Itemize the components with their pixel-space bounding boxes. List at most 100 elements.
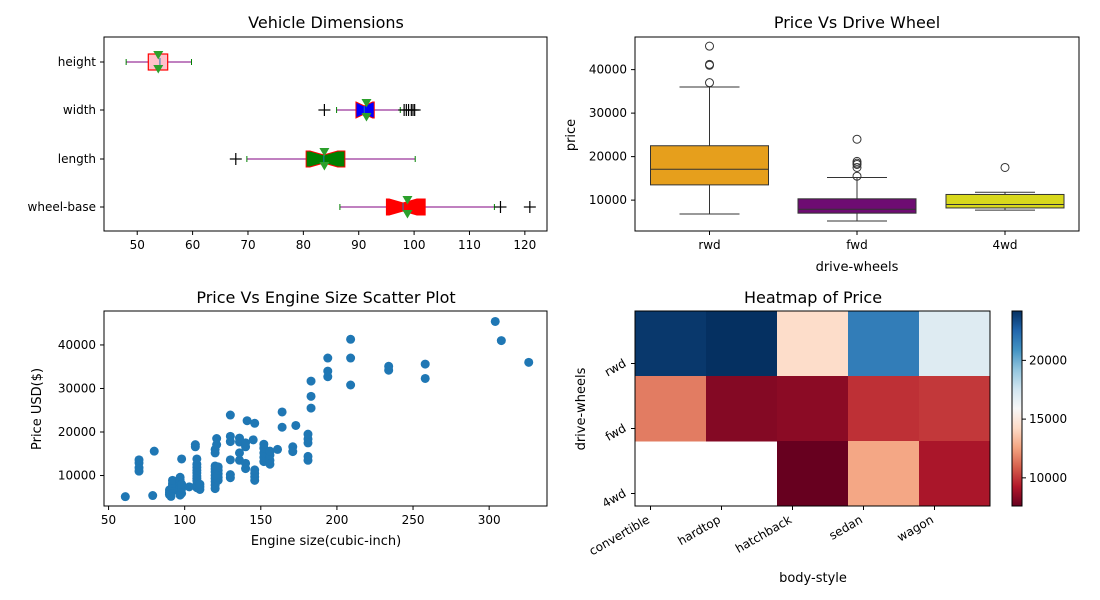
engine-size-scatter-xlabel: Engine size(cubic-inch): [251, 534, 401, 549]
y-tick-label: rwd: [602, 356, 628, 379]
mean-marker: [319, 162, 330, 171]
price-heatmap-title: Heatmap of Price: [744, 288, 882, 307]
outlier-marker: [705, 78, 714, 88]
scatter-point: [225, 455, 235, 465]
scatter-point: [212, 434, 222, 444]
y-tick-label: 30000: [589, 106, 627, 120]
y-tick-label: wheel-base: [28, 200, 96, 214]
axes-frame: [634, 36, 1080, 232]
heatmap-cell: [777, 376, 849, 442]
x-tick-label: hardtop: [675, 512, 723, 548]
price-heatmap-xlabel: body-style: [779, 571, 847, 586]
scatter-point: [323, 366, 333, 376]
mean-marker: [361, 113, 372, 122]
scatter-point: [184, 482, 194, 492]
scatter-point: [250, 418, 260, 428]
engine-size-scatter-ylabel: Price USD($): [30, 368, 45, 450]
scatter-point: [259, 439, 269, 449]
heatmap-cell: [848, 311, 920, 377]
vehicle-dimensions-panel: Vehicle Dimensions 50 60 70 80 90 100 110 120 he…: [28, 13, 548, 252]
y-tick-label: 30000: [58, 381, 96, 395]
box-body: [305, 150, 346, 168]
x-tick-label: 100: [173, 513, 196, 527]
scatter-point: [306, 376, 316, 386]
outlier-marker: [852, 162, 862, 172]
x-tick-label: 80: [296, 238, 311, 252]
x-tick-label: convertible: [587, 512, 652, 558]
heatmap-cell: [777, 441, 849, 507]
scatter-point: [346, 334, 356, 344]
scatter-point: [248, 435, 258, 445]
price-vs-drive-wheel-ylabel: price: [564, 119, 579, 151]
outlier-marker: [705, 59, 714, 69]
y-tick-label: width: [63, 103, 96, 117]
heatmap-cell: [848, 376, 920, 442]
heatmap-cell: [706, 376, 778, 442]
scatter-point: [134, 455, 144, 465]
x-tick-label: rwd: [698, 238, 720, 252]
x-tick-label: 250: [402, 513, 425, 527]
box-body: [797, 198, 917, 214]
scatter-point: [303, 429, 313, 439]
scatter-point: [306, 403, 316, 413]
x-tick-label: 200: [325, 513, 348, 527]
x-tick-label: 120: [513, 238, 536, 252]
price-vs-drive-wheel-plot: 10000 20000 30000 40000 rwd fwd 4wd: [589, 36, 1080, 252]
y-tick-label: 40000: [589, 63, 627, 77]
y-tick-label: 10000: [589, 193, 627, 207]
x-tick-label: 300: [478, 513, 501, 527]
heatmap-cell: [848, 441, 920, 507]
y-tick-label: length: [58, 152, 96, 166]
mean-marker: [402, 196, 413, 205]
x-tick-label: 110: [458, 238, 481, 252]
scatter-point: [323, 353, 333, 363]
scatter-point: [177, 454, 187, 464]
price-vs-drive-wheel-xlabel: drive-wheels: [816, 260, 899, 275]
y-tick-label: 10000: [58, 469, 96, 483]
x-tick-label: 60: [185, 238, 200, 252]
price-heatmap-panel: Heatmap of Price body-style drive-wheels…: [574, 288, 1067, 586]
scatter-point: [273, 444, 283, 454]
heatmap-cell: [635, 376, 707, 442]
scatter-point: [241, 458, 251, 468]
axes-frame: [634, 310, 991, 507]
x-tick-label: fwd: [846, 238, 867, 252]
scatter-point: [291, 420, 301, 430]
x-tick-label: wagon: [895, 512, 936, 544]
heatmap-cell: [919, 311, 991, 377]
scatter-point: [250, 465, 260, 475]
scatter-point: [234, 448, 244, 458]
engine-size-scatter-plot: 50 100 150 200 250 300 10000 20000 30000 40000: [58, 310, 548, 527]
outlier-marker: [852, 134, 862, 144]
mean-marker: [153, 51, 164, 60]
engine-size-scatter-title: Price Vs Engine Size Scatter Plot: [196, 288, 455, 307]
scatter-point: [225, 431, 235, 441]
scatter-point: [213, 462, 223, 472]
heatmap-cell: [777, 311, 849, 377]
outlier-marker: [852, 156, 862, 166]
box-body: [385, 198, 426, 216]
scatter-point: [149, 446, 159, 456]
scatter-point: [420, 373, 430, 383]
price-heatmap-plot: convertible hardtop hatchback sedan wagon rwd…: [587, 310, 1067, 558]
mean-marker: [402, 210, 413, 219]
mean-marker: [319, 148, 330, 157]
scatter-point: [346, 380, 356, 390]
heatmap-cell: [919, 376, 991, 442]
scatter-point: [192, 454, 202, 464]
outlier-marker: [1000, 162, 1010, 172]
scatter-point: [524, 357, 534, 367]
scatter-point: [346, 353, 356, 363]
price-heatmap-ylabel: drive-wheels: [574, 367, 589, 450]
scatter-point: [168, 475, 178, 485]
scatter-point: [225, 410, 235, 420]
x-tick-label: hatchback: [733, 512, 794, 555]
y-tick-label: 20000: [589, 150, 627, 164]
heatmap-cell: [919, 441, 991, 507]
scatter-point: [148, 491, 158, 501]
scatter-point: [120, 492, 130, 502]
heatmap-cell: [706, 311, 778, 377]
scatter-point: [496, 336, 506, 346]
engine-size-scatter-panel: Price Vs Engine Size Scatter Plot Engine…: [30, 288, 548, 549]
box-body: [945, 193, 1065, 209]
